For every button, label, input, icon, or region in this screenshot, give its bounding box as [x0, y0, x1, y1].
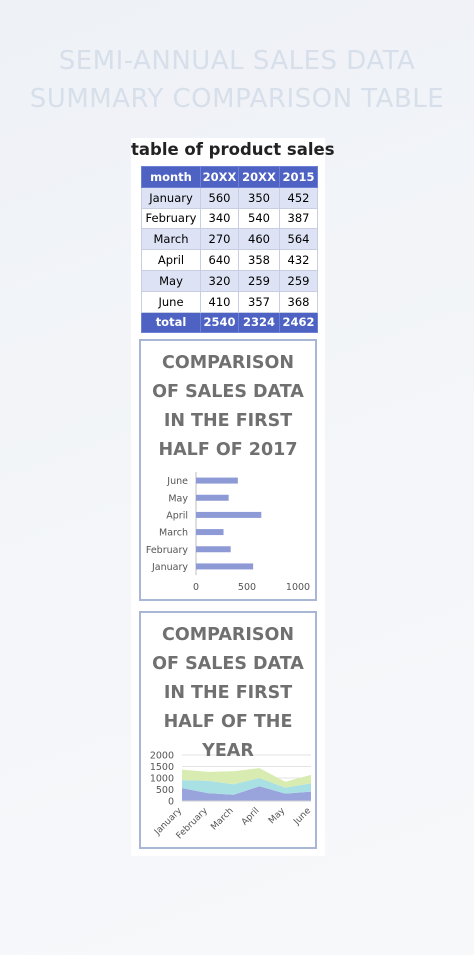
table-cell: March [141, 228, 201, 251]
table-cell: June [141, 290, 201, 313]
table-cell: 640 [200, 249, 239, 271]
table-cell: 460 [238, 228, 280, 251]
total-cell: 2462 [279, 311, 318, 334]
area-chart-title-line: YEAR [202, 741, 254, 761]
table-cell: 410 [200, 290, 239, 313]
bar-chart-title-line: COMPARISON [161, 353, 294, 373]
table-cell: 350 [238, 186, 280, 209]
sales-table: month 20XX 20XX 2015 January 560 350 452… [141, 166, 318, 334]
page-title: SEMI-ANNUAL SALES DATA SUMMARY COMPARISO… [0, 42, 474, 118]
table-row: January 560 350 452 [141, 186, 318, 209]
area-x-tick-label: March [209, 806, 235, 832]
total-cell: 2324 [238, 311, 280, 334]
bar-january [196, 563, 254, 570]
table-cell: 259 [279, 269, 318, 292]
table-cell: 357 [238, 290, 280, 313]
table-cell: 564 [279, 228, 318, 251]
table-cell: April [141, 249, 201, 271]
area-chart-title-line: HALF OF THE [163, 712, 293, 732]
bar-category-label: February [146, 545, 188, 556]
area-series-1 [182, 786, 311, 801]
bar-x-tick-label: 0 [193, 582, 199, 593]
table-cell: 340 [200, 207, 239, 230]
bar-x-tick-label: 1000 [286, 582, 310, 593]
area-x-tick-label: April [240, 806, 262, 828]
table-cell: 432 [279, 249, 318, 271]
table-cell: 259 [238, 269, 280, 292]
table-header-row: month 20XX 20XX 2015 [141, 166, 318, 188]
header-col-2: 20XX [238, 166, 280, 188]
table-row: February 340 540 387 [141, 207, 318, 230]
table-cell: 560 [200, 186, 239, 209]
header-month: month [141, 166, 201, 188]
bar-chart-card: COMPARISON OF SALES DATA IN THE FIRST HA… [139, 339, 317, 601]
table-cell: February [141, 207, 201, 230]
area-y-tick-label: 0 [168, 797, 174, 808]
total-cell: 2540 [200, 311, 239, 334]
bar-june [196, 477, 238, 484]
total-label: total [141, 311, 201, 334]
table-cell: 368 [279, 290, 318, 313]
bar-chart-title-line: IN THE FIRST [163, 411, 293, 431]
sales-sheet: table of product sales month 20XX 20XX 2… [131, 138, 335, 856]
bar-category-label: June [166, 476, 188, 487]
area-y-tick-label: 500 [156, 785, 174, 796]
table-row: June 410 357 368 [141, 290, 318, 313]
area-chart-title-line: OF SALES DATA [152, 654, 304, 674]
area-chart-title: COMPARISON OF SALES DATA IN THE FIRST HA… [141, 621, 315, 766]
bar-april [196, 511, 262, 518]
table-row: May 320 259 259 [141, 269, 318, 292]
area-y-tick-label: 2000 [150, 751, 174, 762]
table-total-row: total 2540 2324 2462 [141, 311, 318, 334]
area-chart-title-line: IN THE FIRST [163, 683, 293, 703]
table-title: table of product sales [131, 140, 335, 159]
bar-chart-title-line: OF SALES DATA [152, 382, 304, 402]
table-row: April 640 358 432 [141, 249, 318, 271]
table-cell: 387 [279, 207, 318, 230]
table-cell: 270 [200, 228, 239, 251]
header-col-3: 2015 [279, 166, 318, 188]
area-series-2 [182, 778, 311, 795]
bar-category-label: May [168, 493, 188, 504]
bar-may [196, 494, 229, 501]
bar-february [196, 546, 231, 553]
area-x-tick-label: June [291, 806, 313, 828]
bar-march [196, 529, 224, 536]
table-cell: 452 [279, 186, 318, 209]
bar-chart: January February March April May June 0 500 1000 [146, 472, 310, 593]
bar-category-label: April [166, 510, 188, 521]
page-title-line-2: SUMMARY COMPARISON TABLE [29, 84, 445, 114]
table-cell: 540 [238, 207, 280, 230]
table-row: March 270 460 564 [141, 228, 318, 251]
area-chart-card: 0 500 1000 1500 2000 January February March Apri… [139, 611, 317, 849]
bar-category-label: January [151, 562, 188, 573]
area-y-tick-label: 1000 [150, 774, 174, 785]
table-cell: 358 [238, 249, 280, 271]
bar-category-label: March [159, 528, 188, 539]
table-cell: 320 [200, 269, 239, 292]
bar-x-tick-label: 500 [238, 582, 256, 593]
table-cell: May [141, 269, 201, 292]
area-x-tick-label: May [267, 806, 288, 827]
header-col-1: 20XX [200, 166, 239, 188]
table-cell: January [141, 186, 201, 209]
bar-chart-title-line: HALF OF 2017 [158, 440, 298, 460]
page-title-line-1: SEMI-ANNUAL SALES DATA [58, 46, 416, 76]
area-series-3 [182, 768, 311, 788]
area-chart-title-line: COMPARISON [161, 625, 294, 645]
area-y-tick-label: 1500 [150, 762, 174, 773]
bar-chart-title: COMPARISON OF SALES DATA IN THE FIRST HA… [141, 349, 315, 465]
